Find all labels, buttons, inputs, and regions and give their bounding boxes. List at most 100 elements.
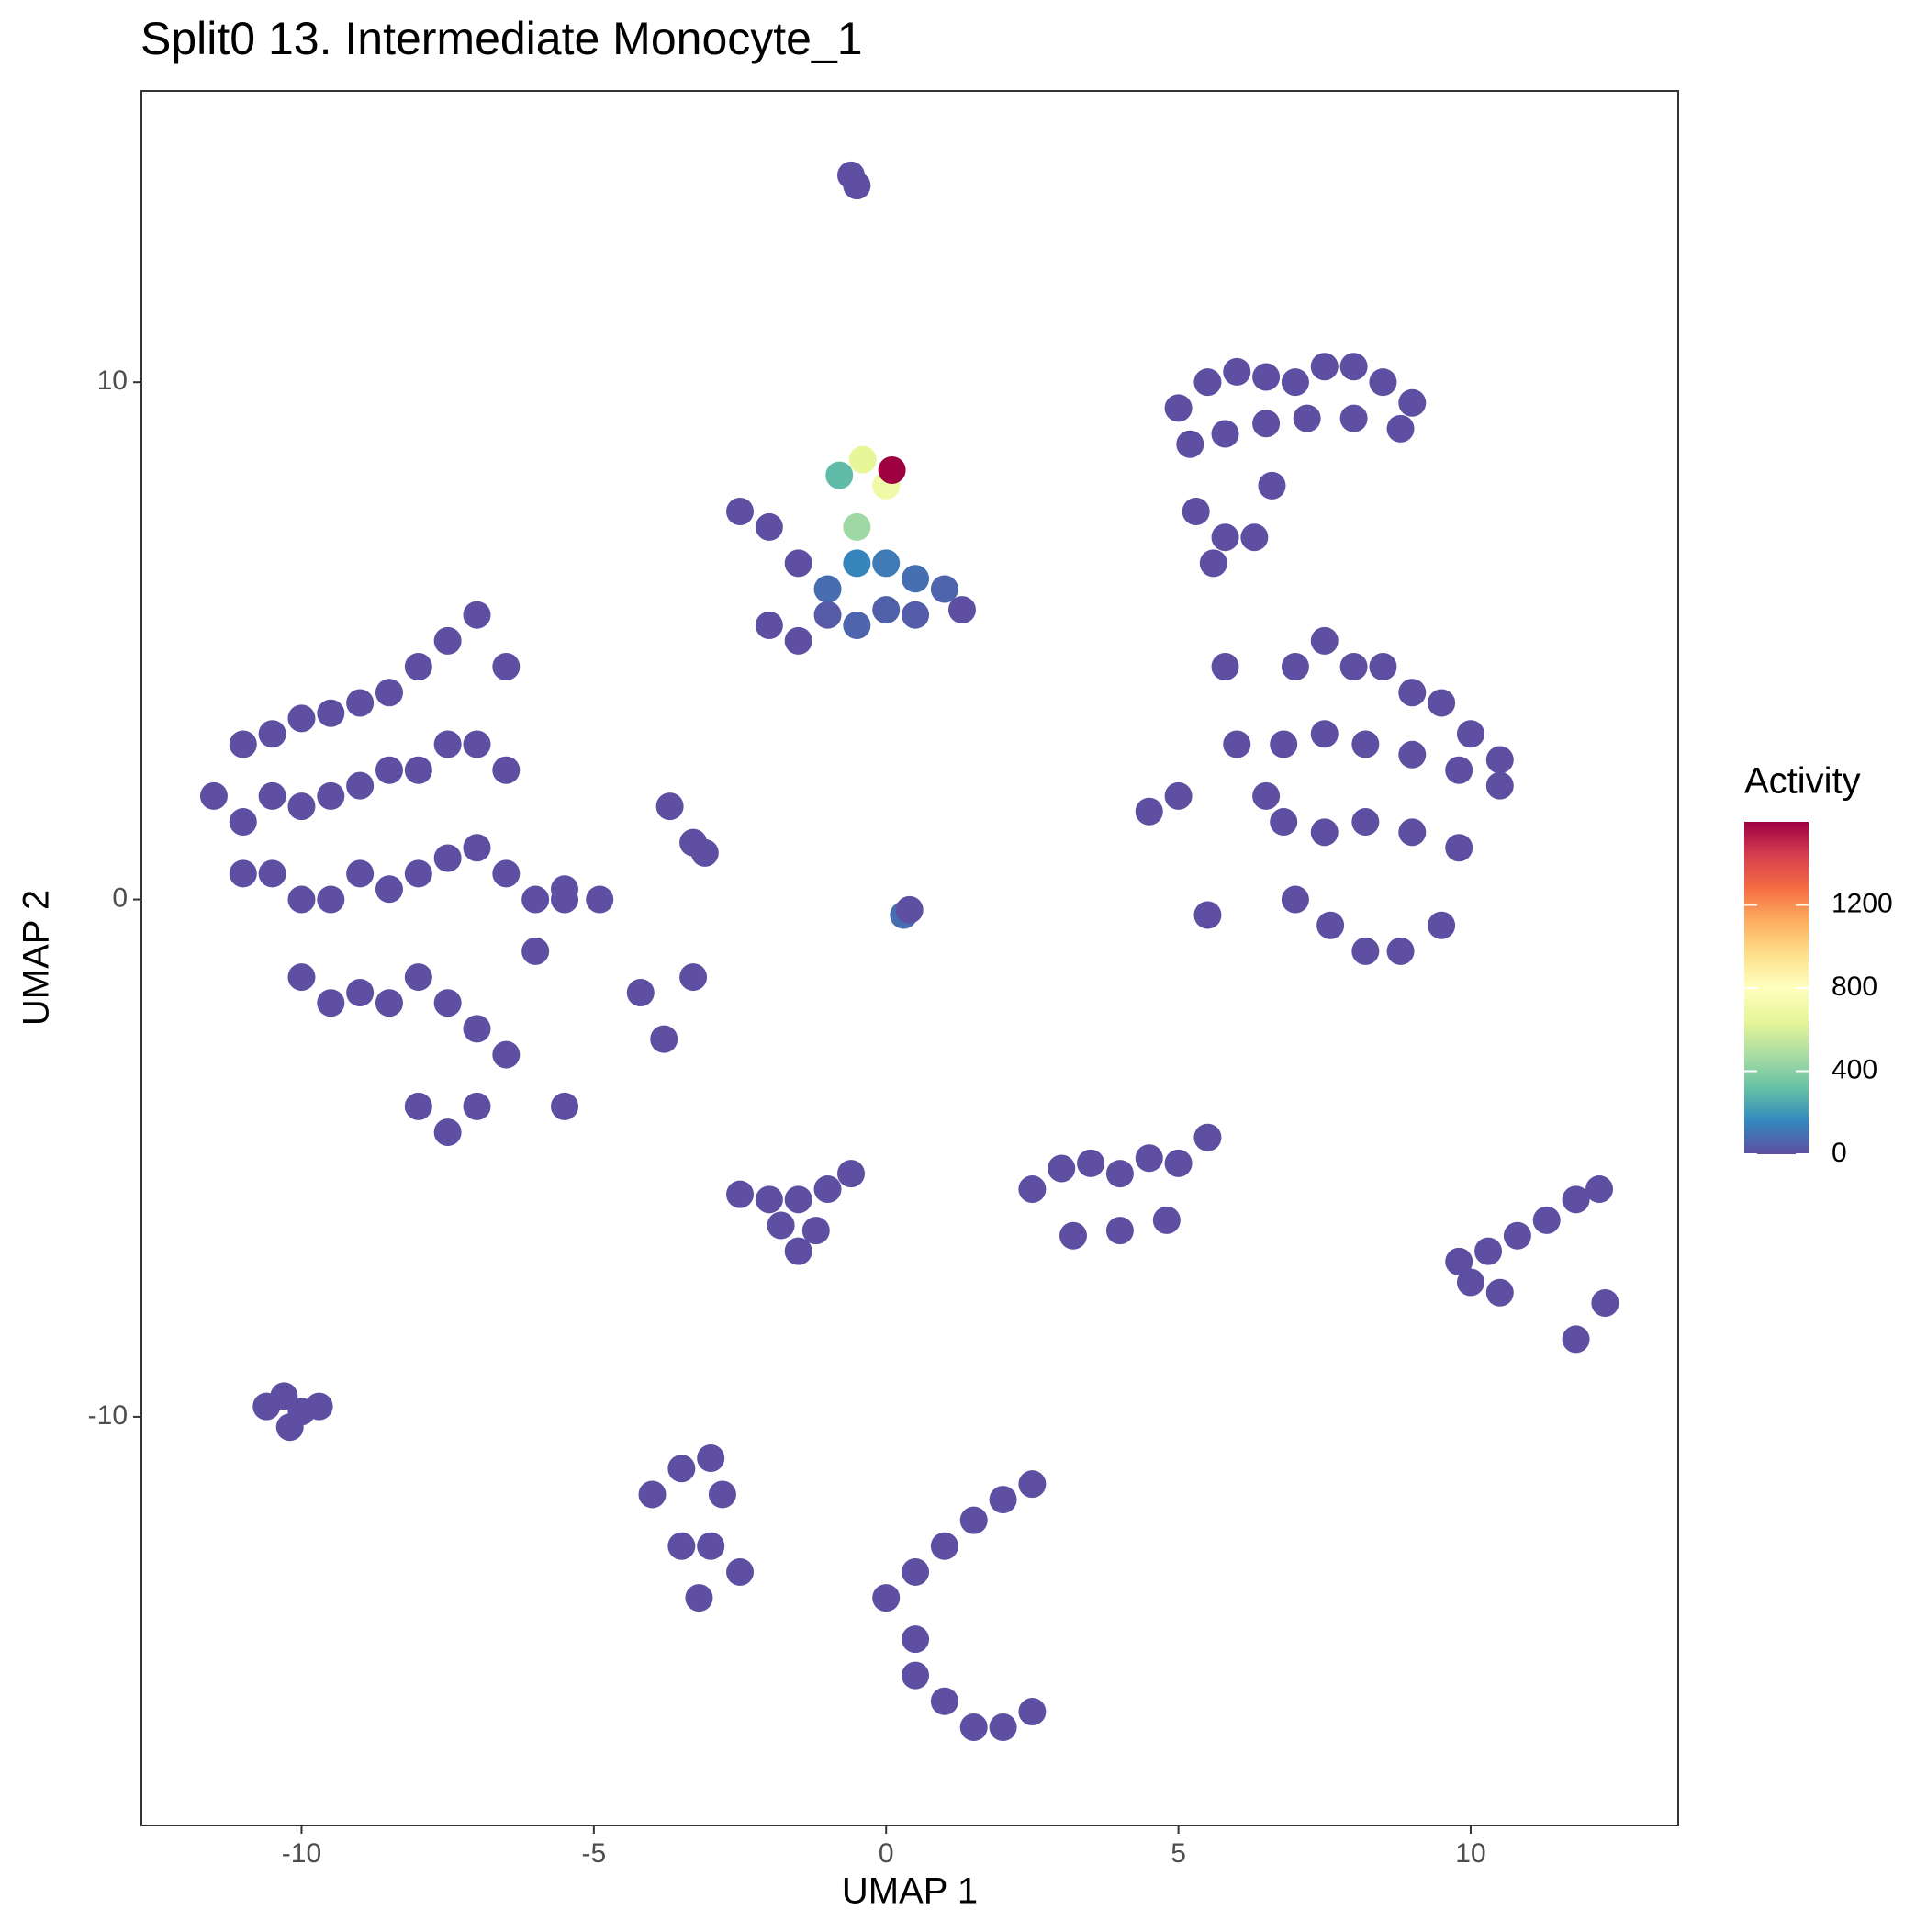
point: [1223, 357, 1251, 386]
point: [1398, 818, 1427, 847]
point: [463, 1092, 491, 1120]
point: [1456, 720, 1484, 748]
point: [492, 859, 521, 888]
point: [1059, 1221, 1087, 1250]
point: [767, 1211, 795, 1240]
point: [1270, 808, 1298, 837]
point: [258, 859, 286, 888]
point: [1164, 781, 1193, 810]
point: [1532, 1206, 1561, 1234]
point: [521, 885, 550, 914]
point: [1211, 653, 1239, 681]
point: [433, 730, 462, 758]
point: [229, 730, 257, 758]
point: [837, 1160, 866, 1188]
point: [813, 1175, 842, 1204]
point: [463, 1015, 491, 1043]
point: [1193, 1123, 1222, 1151]
point: [848, 445, 877, 474]
point: [492, 1040, 521, 1069]
point: [287, 704, 316, 733]
point: [1456, 1268, 1484, 1297]
point: [959, 1713, 988, 1741]
point: [930, 1532, 958, 1560]
point: [433, 844, 462, 872]
point: [1562, 1185, 1590, 1214]
point: [813, 575, 842, 603]
point: [1445, 834, 1473, 862]
x-tick-label: 10: [1455, 1838, 1485, 1869]
point: [433, 1118, 462, 1147]
point: [463, 834, 491, 862]
point: [667, 1455, 696, 1483]
point: [1445, 756, 1473, 784]
point: [825, 461, 854, 489]
point: [755, 611, 783, 639]
point: [1398, 388, 1427, 417]
point: [801, 1217, 830, 1245]
point: [726, 1557, 755, 1586]
point: [317, 885, 345, 914]
point: [1591, 1288, 1619, 1317]
point: [1176, 430, 1204, 458]
point: [433, 626, 462, 655]
x-tick-label: -10: [282, 1838, 321, 1869]
point: [902, 565, 930, 593]
colorbar-tick-label: 1200: [1832, 888, 1893, 918]
points: [199, 161, 1619, 1741]
point: [726, 1180, 755, 1208]
point: [655, 792, 684, 821]
point: [521, 937, 550, 965]
point: [404, 859, 432, 888]
point: [1369, 653, 1397, 681]
point: [930, 1687, 958, 1715]
point: [755, 512, 783, 541]
point: [287, 885, 316, 914]
point: [375, 989, 403, 1017]
point: [813, 601, 842, 629]
point: [404, 1092, 432, 1120]
point: [1223, 730, 1251, 758]
y-tick-label: 10: [97, 365, 128, 396]
x-tick-label: -5: [581, 1838, 606, 1869]
point: [1270, 730, 1298, 758]
point: [650, 1025, 678, 1053]
point: [1281, 653, 1309, 681]
chart-title: Split0 13. Intermediate Monocyte_1: [140, 13, 863, 64]
point: [1211, 420, 1239, 448]
point: [1252, 363, 1281, 391]
point: [404, 963, 432, 992]
point: [1339, 404, 1368, 432]
point: [287, 963, 316, 992]
point: [872, 549, 901, 578]
point: [872, 1584, 901, 1612]
point: [626, 978, 655, 1006]
point: [1240, 523, 1269, 552]
point: [667, 1532, 696, 1560]
point: [1018, 1175, 1047, 1204]
point: [1351, 808, 1380, 837]
point: [902, 1661, 930, 1690]
point: [305, 1392, 333, 1421]
point: [586, 885, 614, 914]
point: [1310, 818, 1339, 847]
point: [638, 1480, 667, 1509]
colorbar-tick-label: 0: [1832, 1138, 1847, 1168]
colorbar-tick-label: 800: [1832, 972, 1877, 1002]
point: [1339, 653, 1368, 681]
point: [317, 781, 345, 810]
point: [1398, 679, 1427, 707]
point: [895, 895, 924, 924]
point: [1193, 368, 1222, 397]
point: [463, 601, 491, 629]
x-axis-label: UMAP 1: [842, 1871, 978, 1912]
point: [492, 653, 521, 681]
point: [1562, 1325, 1590, 1354]
point: [1316, 911, 1345, 939]
point: [1048, 1154, 1076, 1183]
point: [959, 1506, 988, 1534]
point: [690, 838, 719, 867]
point: [1281, 368, 1309, 397]
point: [1077, 1149, 1105, 1177]
